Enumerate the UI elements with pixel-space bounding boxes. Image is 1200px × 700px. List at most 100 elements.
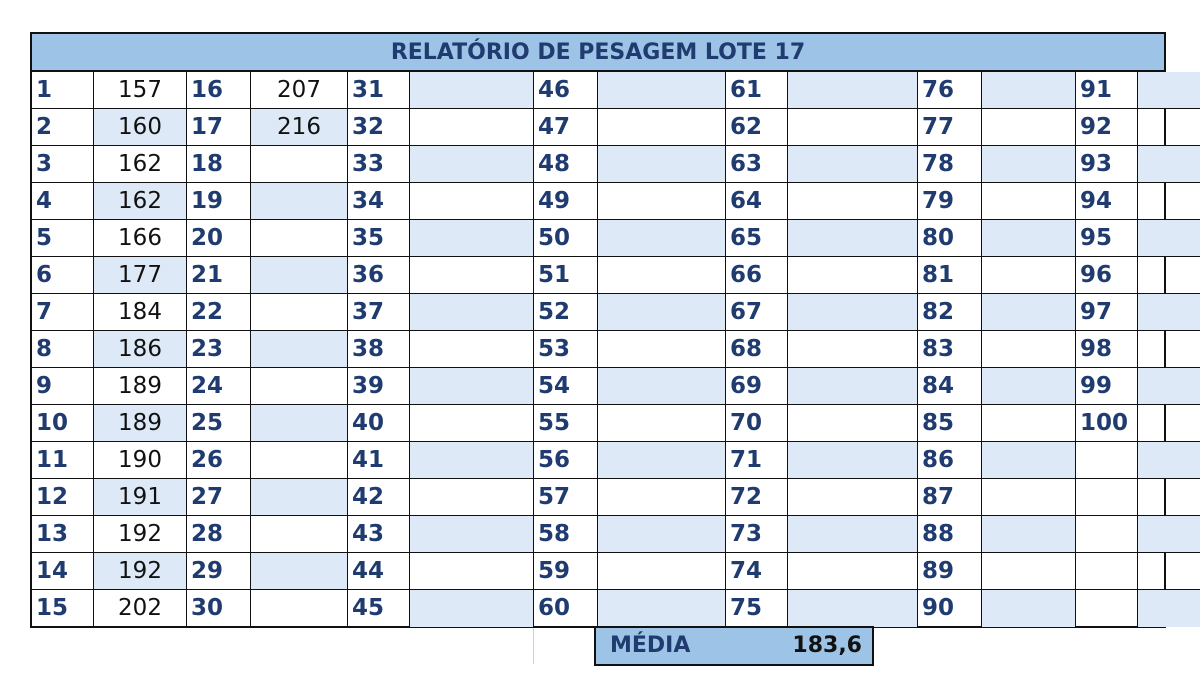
item-number: 17	[187, 109, 251, 146]
item-weight	[598, 405, 726, 442]
item-number: 100	[1076, 405, 1138, 442]
item-number: 40	[348, 405, 410, 442]
item-weight	[982, 183, 1076, 220]
item-weight	[410, 590, 534, 627]
item-weight	[788, 294, 918, 331]
item-weight	[251, 553, 348, 590]
item-number: 88	[918, 516, 982, 553]
item-number	[1076, 590, 1138, 627]
item-number: 93	[1076, 146, 1138, 183]
item-weight	[410, 294, 534, 331]
item-weight	[251, 590, 348, 627]
item-weight	[1138, 553, 1200, 590]
item-number: 92	[1076, 109, 1138, 146]
item-weight	[982, 442, 1076, 479]
item-number: 58	[534, 516, 598, 553]
item-weight	[598, 553, 726, 590]
item-weight	[788, 590, 918, 627]
item-weight	[982, 590, 1076, 627]
item-number: 70	[726, 405, 788, 442]
item-number: 55	[534, 405, 598, 442]
item-number: 20	[187, 220, 251, 257]
item-number: 15	[32, 590, 94, 627]
item-number: 6	[32, 257, 94, 294]
item-weight	[982, 294, 1076, 331]
item-weight	[410, 516, 534, 553]
item-weight	[410, 72, 534, 109]
item-weight	[598, 590, 726, 627]
item-number: 52	[534, 294, 598, 331]
item-weight	[598, 183, 726, 220]
item-weight	[410, 257, 534, 294]
item-number: 63	[726, 146, 788, 183]
item-weight	[1138, 294, 1200, 331]
item-weight	[251, 220, 348, 257]
item-weight	[982, 146, 1076, 183]
item-number: 30	[187, 590, 251, 627]
item-number	[1076, 479, 1138, 516]
item-weight	[1138, 442, 1200, 479]
item-number: 73	[726, 516, 788, 553]
item-number: 51	[534, 257, 598, 294]
item-number: 43	[348, 516, 410, 553]
average-label: MÉDIA	[610, 628, 690, 664]
item-weight	[598, 294, 726, 331]
item-number: 57	[534, 479, 598, 516]
item-weight	[410, 368, 534, 405]
item-weight	[788, 331, 918, 368]
item-number: 96	[1076, 257, 1138, 294]
item-number: 1	[32, 72, 94, 109]
item-number: 83	[918, 331, 982, 368]
item-number: 69	[726, 368, 788, 405]
item-number: 89	[918, 553, 982, 590]
item-weight: 216	[251, 109, 348, 146]
item-number: 65	[726, 220, 788, 257]
item-weight	[788, 553, 918, 590]
item-number: 36	[348, 257, 410, 294]
item-weight	[788, 442, 918, 479]
item-weight	[982, 257, 1076, 294]
item-weight	[1138, 590, 1200, 627]
item-weight	[1138, 368, 1200, 405]
item-number: 9	[32, 368, 94, 405]
item-weight	[410, 479, 534, 516]
item-weight	[251, 479, 348, 516]
item-number: 53	[534, 331, 598, 368]
item-number: 87	[918, 479, 982, 516]
item-number: 10	[32, 405, 94, 442]
item-number: 13	[32, 516, 94, 553]
item-weight	[251, 294, 348, 331]
average-value: 183,6	[792, 628, 862, 664]
item-number: 19	[187, 183, 251, 220]
item-weight	[1138, 183, 1200, 220]
item-weight	[598, 146, 726, 183]
item-number: 48	[534, 146, 598, 183]
item-weight	[410, 405, 534, 442]
item-weight	[410, 553, 534, 590]
item-weight	[598, 516, 726, 553]
item-number: 78	[918, 146, 982, 183]
item-number: 81	[918, 257, 982, 294]
item-weight	[598, 442, 726, 479]
item-number: 95	[1076, 220, 1138, 257]
item-number: 84	[918, 368, 982, 405]
item-number: 28	[187, 516, 251, 553]
item-weight: 184	[94, 294, 187, 331]
item-weight: 186	[94, 331, 187, 368]
item-number: 85	[918, 405, 982, 442]
item-weight	[598, 368, 726, 405]
item-weight: 166	[94, 220, 187, 257]
item-number: 72	[726, 479, 788, 516]
item-number: 44	[348, 553, 410, 590]
item-number: 90	[918, 590, 982, 627]
item-weight	[788, 405, 918, 442]
item-number: 82	[918, 294, 982, 331]
item-weight	[598, 72, 726, 109]
item-number: 62	[726, 109, 788, 146]
item-number: 60	[534, 590, 598, 627]
item-weight	[982, 405, 1076, 442]
item-weight	[598, 257, 726, 294]
item-number: 79	[918, 183, 982, 220]
item-weight	[251, 516, 348, 553]
item-number: 76	[918, 72, 982, 109]
